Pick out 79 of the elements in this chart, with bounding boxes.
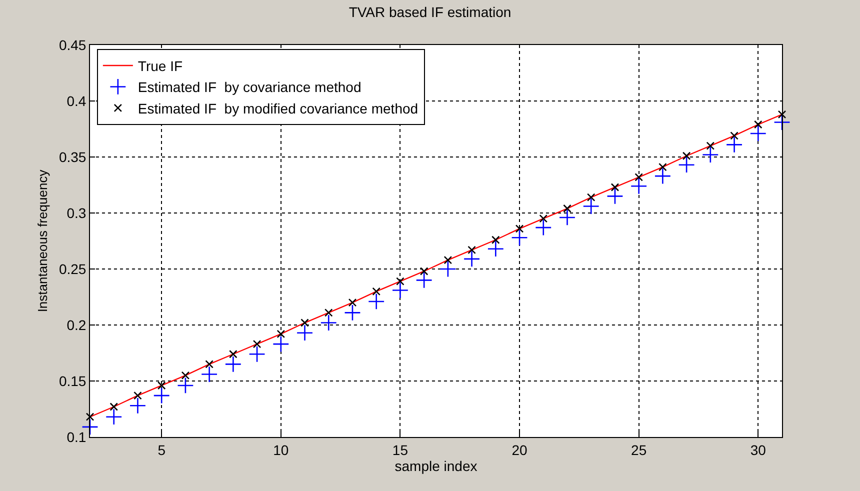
point <box>606 188 624 205</box>
point <box>511 229 528 246</box>
x-axis-title: sample index <box>394 458 478 474</box>
point <box>300 318 309 327</box>
point <box>416 272 432 289</box>
point <box>658 162 667 172</box>
point <box>702 146 719 164</box>
point <box>320 314 337 332</box>
y-axis-title: Instantaneous frequency <box>34 169 50 312</box>
x-tick-label: 15 <box>392 442 408 458</box>
point <box>492 236 500 244</box>
point <box>324 308 333 317</box>
y-tick-label: 0.25 <box>58 260 86 277</box>
point <box>778 110 786 119</box>
point <box>252 340 262 348</box>
point <box>200 366 218 383</box>
point <box>563 204 572 213</box>
point <box>634 173 643 182</box>
point <box>368 293 385 310</box>
point <box>392 282 409 299</box>
point <box>730 132 738 140</box>
point <box>558 209 576 226</box>
y-tick-label: 0.15 <box>58 372 86 389</box>
point <box>444 256 452 264</box>
x-tick-label: 5 <box>158 442 166 458</box>
point <box>582 198 600 215</box>
point <box>535 219 552 236</box>
point <box>224 356 242 373</box>
legend-label: Estimated IF by covariance method <box>138 79 362 96</box>
point <box>774 114 790 131</box>
y-tick-label: 0.4 <box>66 92 86 109</box>
point <box>539 214 548 223</box>
point <box>468 246 476 254</box>
point <box>86 412 94 421</box>
point <box>372 287 380 296</box>
y-tick-label: 0.1 <box>66 428 86 445</box>
point <box>750 125 766 142</box>
chart-title: TVAR based IF estimation <box>348 4 512 20</box>
point <box>134 391 142 400</box>
point <box>678 156 695 174</box>
point <box>586 193 596 202</box>
point <box>248 346 266 362</box>
point <box>110 402 118 411</box>
point <box>515 224 524 233</box>
point <box>229 350 238 358</box>
point <box>205 360 214 368</box>
point <box>463 250 480 268</box>
x-tick-label: 25 <box>631 442 647 458</box>
point <box>682 152 691 160</box>
y-tick-label: 0.3 <box>66 204 86 221</box>
y-tick-label: 0.35 <box>58 148 86 165</box>
y-tick-label: 0.45 <box>58 36 86 53</box>
point <box>754 120 762 129</box>
x-tick-label: 10 <box>273 442 289 458</box>
point <box>157 381 166 390</box>
point <box>181 371 190 380</box>
point <box>706 142 715 150</box>
legend-label: Estimated IF by modified covariance method <box>138 100 418 116</box>
point <box>272 336 290 352</box>
point <box>726 136 743 154</box>
x-tick-label: 30 <box>750 442 766 458</box>
point <box>630 178 648 194</box>
point <box>129 397 146 414</box>
point <box>276 330 286 338</box>
y-tick-label: 0.2 <box>66 316 86 333</box>
legend-label: True IF <box>138 58 183 74</box>
point <box>344 304 361 322</box>
point <box>610 183 620 192</box>
point <box>348 298 357 307</box>
point <box>420 267 428 276</box>
point <box>396 277 404 286</box>
point <box>106 408 122 426</box>
point <box>440 260 456 278</box>
point <box>654 168 672 184</box>
point <box>296 324 314 342</box>
x-tick-label: 20 <box>512 442 528 458</box>
point <box>153 387 170 404</box>
point <box>177 377 194 394</box>
point <box>487 240 504 258</box>
